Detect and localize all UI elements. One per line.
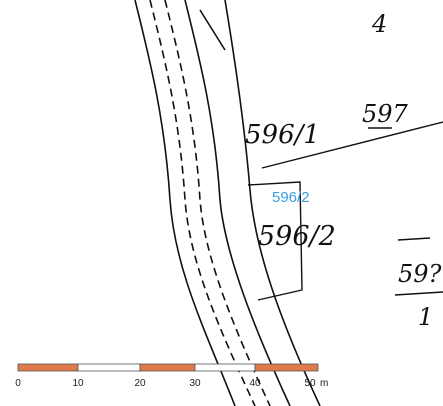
scale-label: 0 (15, 378, 21, 389)
scale-segment (139, 363, 196, 372)
parcel-label: 1 (418, 303, 433, 331)
road-edge (224, 0, 321, 406)
parcel-mark (397, 237, 431, 241)
parcel-boundary (261, 121, 443, 169)
scale-segment (194, 363, 256, 372)
scale-label: 10 (72, 378, 84, 389)
scale-label: 30 (189, 378, 201, 389)
parcel-label: 596/1 (245, 120, 320, 150)
scale-segment (17, 363, 79, 372)
scale-label: 50 (304, 378, 316, 389)
road-dashed (149, 0, 256, 406)
parcel-label: 4 (371, 10, 387, 38)
parcel-boundary (247, 181, 303, 301)
arrow-line (199, 9, 226, 51)
road-edge (184, 0, 291, 406)
parcel-boundary (394, 291, 443, 296)
road-lines (134, 0, 321, 406)
scale-label: 40 (249, 378, 261, 389)
parcel-boundaries (247, 121, 443, 301)
scale-unit: m (320, 378, 328, 389)
scale-segment (77, 363, 141, 372)
parcel-label: 597 (362, 100, 409, 128)
parcel-label: 596/2 (258, 221, 336, 252)
scale-labels: 0 10 20 30 40 50 m (15, 378, 328, 389)
scale-label: 20 (134, 378, 146, 389)
scale-bar (17, 363, 319, 372)
scale-segment (254, 363, 319, 372)
parcel-label: 59? (398, 260, 442, 288)
road-dashed (164, 0, 271, 406)
road-edge (134, 0, 236, 406)
selected-parcel-label: 596/2 (272, 189, 310, 206)
